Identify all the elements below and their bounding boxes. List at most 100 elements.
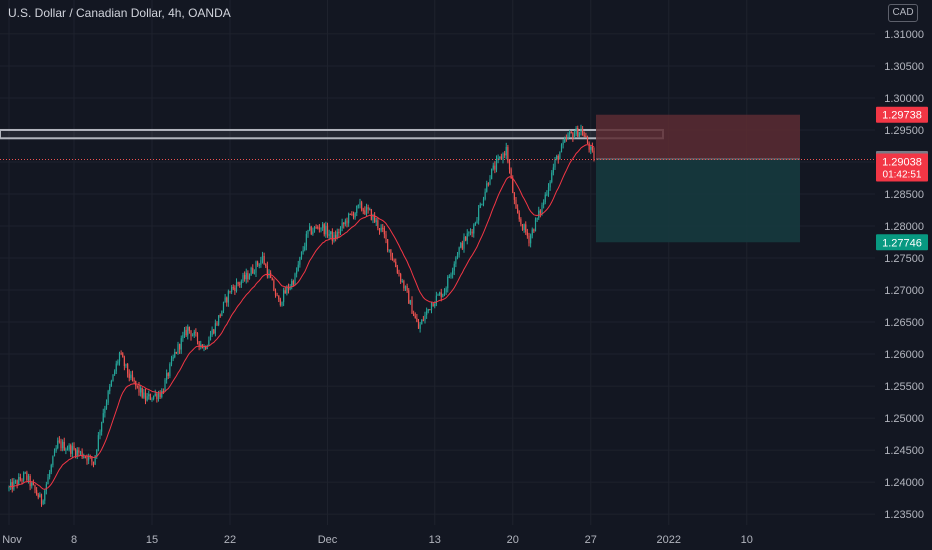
candle-body [131, 374, 134, 381]
y-tick-label: 1.25500 [884, 381, 924, 393]
candle-body [419, 324, 421, 329]
y-tick-label: 1.27500 [884, 253, 924, 265]
candle-body [578, 132, 580, 137]
candle-body [505, 147, 507, 156]
y-tick-label: 1.24000 [884, 477, 924, 489]
candle-body [442, 293, 444, 298]
candle-body [271, 277, 273, 281]
candle-body [26, 472, 28, 481]
y-tick-label: 1.27000 [884, 285, 924, 297]
resistance-zone [0, 128, 664, 140]
candle-body [393, 260, 395, 262]
candle-body [88, 456, 90, 461]
candle-body [369, 209, 371, 211]
candle-body [60, 441, 62, 449]
candle-body [352, 213, 355, 218]
candle-body [385, 234, 387, 240]
candle-body [180, 338, 182, 350]
candle-body [42, 500, 44, 504]
candle-body [279, 299, 281, 306]
candle-body [424, 314, 426, 321]
candle-body [55, 448, 57, 452]
candle-body [453, 263, 455, 271]
candle-body [565, 138, 567, 140]
candle-body [196, 333, 199, 342]
candle-body [572, 133, 574, 139]
candle-body [465, 236, 467, 241]
candle-body [300, 251, 303, 258]
candle-body [281, 302, 283, 306]
candle-body [214, 323, 216, 334]
candle-body [383, 228, 385, 235]
candle-body [374, 215, 376, 222]
candle-body [211, 329, 213, 336]
candle-body [307, 229, 309, 234]
x-tick-label: 2022 [657, 534, 681, 546]
candle-body [310, 226, 312, 235]
candle-body [97, 435, 99, 450]
candle-body [253, 272, 255, 274]
candle-body [556, 155, 558, 160]
candle-body [24, 472, 26, 474]
candle-body [284, 290, 286, 294]
candle-body [313, 227, 316, 232]
candle-body [445, 288, 447, 293]
x-tick-label: 27 [585, 534, 597, 546]
candle-body [437, 294, 439, 296]
candle-body [91, 456, 93, 462]
candle-body [440, 292, 442, 298]
candle-body [305, 233, 307, 247]
candle-body [242, 275, 244, 282]
candle-body [154, 393, 156, 396]
candle-body [36, 490, 38, 495]
candle-body [221, 310, 223, 316]
candle-body [141, 387, 143, 398]
candle-body [127, 363, 129, 374]
candle-body [534, 219, 537, 232]
candle-body [380, 227, 382, 231]
candle-body [263, 255, 265, 265]
candle-body [183, 329, 186, 336]
position-zones [0, 114, 800, 243]
candle-body [231, 287, 233, 293]
y-tick-label: 1.28500 [884, 189, 924, 201]
candle-body [50, 465, 52, 472]
candle-body [583, 135, 585, 137]
candle-body [258, 264, 260, 266]
candle-body [391, 256, 394, 261]
candle-body [552, 167, 554, 173]
candle-body [169, 364, 171, 376]
candle-body [125, 363, 127, 367]
candle-body [469, 231, 472, 233]
price-axis[interactable]: 1.310001.305001.300001.295001.290001.285… [876, 29, 928, 521]
candle-body [203, 346, 205, 349]
candle-body [551, 172, 553, 182]
candle-body [63, 441, 65, 451]
candle-body [227, 291, 229, 303]
candle-body [411, 300, 413, 314]
candle-body [44, 490, 46, 501]
candle-body [422, 319, 424, 321]
candle-body [289, 286, 291, 290]
candle-body [531, 229, 533, 236]
candle-body [455, 257, 457, 264]
candle-body [200, 344, 202, 347]
candle-body [79, 451, 82, 453]
currency-button[interactable]: CAD [888, 4, 918, 22]
candle-body [179, 344, 181, 350]
candle-body [450, 274, 452, 277]
candle-body [417, 321, 420, 329]
candle-body [261, 255, 264, 261]
candle-body [250, 267, 252, 276]
candle-body [66, 449, 69, 451]
candle-body [409, 300, 411, 304]
time-axis[interactable]: Nov 8 15 22 Dec 13 20 27 2022 10 [2, 534, 753, 546]
candle-body [294, 273, 296, 285]
y-tick-label: 1.25000 [884, 413, 924, 425]
candle-body [390, 249, 392, 257]
candle-body [370, 209, 372, 220]
target-price-label: 1.27746 [876, 234, 928, 251]
